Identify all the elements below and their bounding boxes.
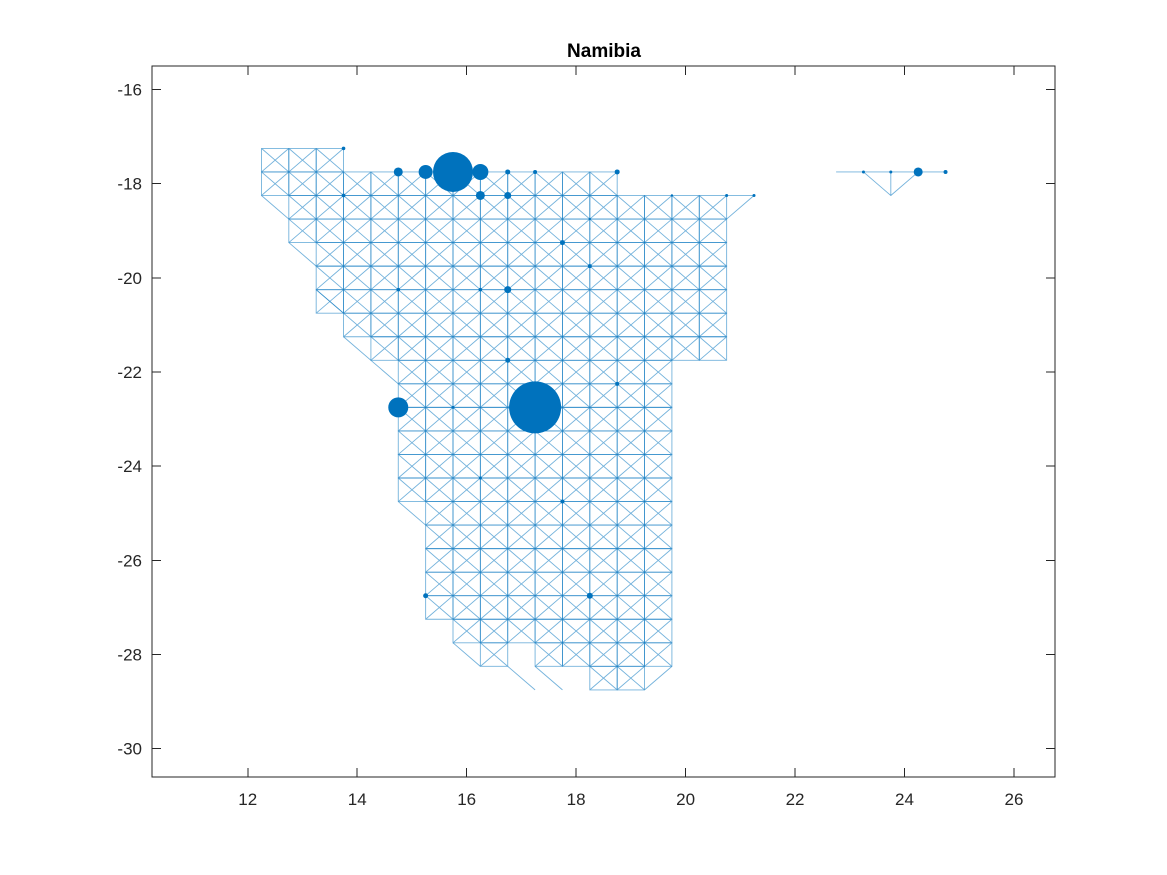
x-tick-label: 24	[895, 790, 914, 809]
data-point	[472, 163, 489, 180]
x-axis: 12 14 16 18 20 22 24 26	[238, 66, 1023, 809]
mesh-edge	[890, 171, 919, 196]
y-axis: -16 -18 -20 -22 -24 -26 -28 -30	[117, 81, 1055, 759]
x-tick-label: 22	[786, 790, 805, 809]
data-point	[504, 191, 512, 199]
data-point	[615, 381, 620, 386]
data-point	[889, 170, 893, 174]
data-point	[341, 193, 346, 198]
x-tick-label: 26	[1004, 790, 1023, 809]
data-point	[560, 499, 565, 504]
data-point	[752, 193, 756, 197]
data-point	[670, 194, 674, 197]
data-point	[861, 170, 865, 174]
x-tick-label: 12	[238, 790, 257, 809]
mesh-edge	[261, 195, 290, 220]
data-point	[913, 167, 923, 177]
y-tick-label: -30	[117, 740, 142, 759]
mesh-edge	[288, 242, 317, 267]
mesh-edge	[507, 666, 536, 691]
mesh-edge	[315, 289, 344, 314]
data-point	[393, 167, 403, 177]
data-point	[509, 381, 562, 434]
x-tick-label: 18	[567, 790, 586, 809]
y-tick-label: -18	[117, 175, 142, 194]
data-point	[418, 164, 433, 179]
plot-area	[261, 146, 948, 691]
y-tick-label: -24	[117, 457, 142, 476]
data-point	[614, 169, 620, 175]
data-point	[451, 405, 455, 409]
data-point	[423, 593, 429, 599]
chart-title: Namibia	[567, 41, 641, 62]
mesh-edge	[343, 336, 372, 361]
y-tick-label: -20	[117, 269, 142, 288]
x-tick-label: 16	[457, 790, 476, 809]
y-tick-label: -22	[117, 363, 142, 382]
data-point	[533, 169, 538, 174]
mesh-edge	[452, 642, 481, 667]
data-point	[504, 286, 512, 294]
data-point	[588, 217, 592, 221]
data-point	[396, 287, 401, 292]
data-point	[341, 146, 346, 151]
data-point	[943, 169, 948, 174]
data-point	[559, 240, 565, 246]
x-tick-label: 14	[348, 790, 367, 809]
mesh-cell	[698, 336, 728, 361]
axes-box	[151, 65, 1056, 778]
data-point	[433, 151, 473, 192]
mesh-edge	[397, 501, 426, 526]
y-tick-label: -26	[117, 551, 142, 570]
mesh-edge	[644, 666, 673, 691]
data-point	[478, 287, 483, 292]
mesh-edge	[726, 195, 755, 220]
data-point	[475, 190, 485, 200]
mesh-cell	[616, 665, 645, 691]
x-tick-label: 20	[676, 790, 695, 809]
mesh-edge	[863, 171, 892, 196]
data-point	[586, 592, 593, 599]
bubble-markers	[341, 146, 948, 599]
mesh-cell	[479, 642, 509, 667]
mesh-edge	[534, 666, 563, 691]
mesh-cell	[644, 642, 673, 667]
data-point	[587, 264, 592, 269]
data-point	[478, 476, 482, 480]
mesh-edge	[370, 359, 399, 385]
data-point	[725, 193, 729, 197]
data-point	[505, 169, 511, 175]
data-point	[505, 357, 511, 363]
y-tick-label: -28	[117, 646, 142, 665]
y-tick-label: -16	[117, 81, 142, 100]
grid-mesh	[261, 147, 946, 691]
data-point	[388, 397, 409, 418]
